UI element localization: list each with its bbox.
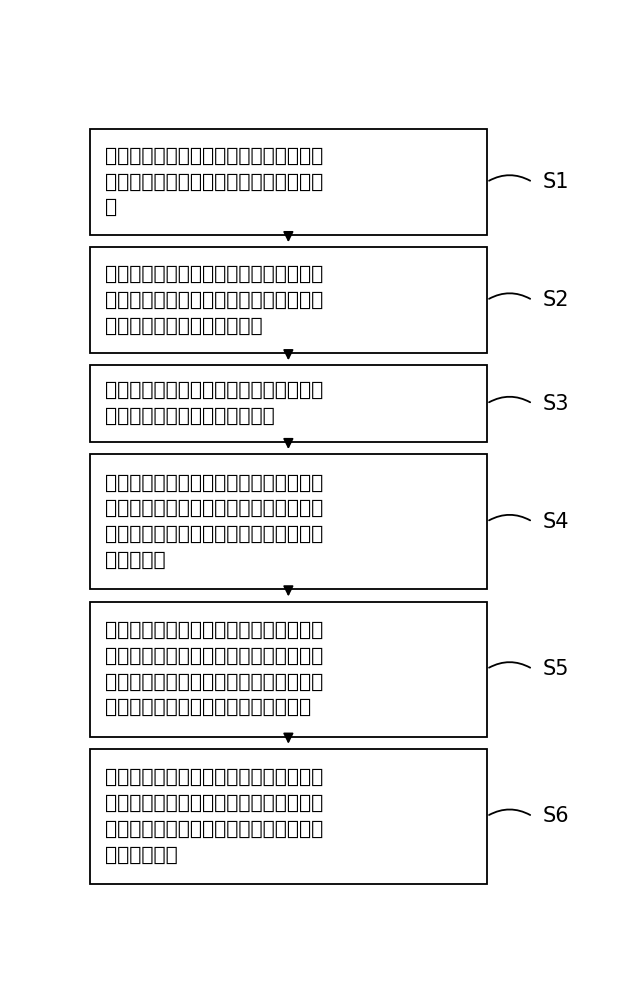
Text: 以第一轻掺杂多晶硅和第二重掺杂多晶硅
组成二极管，以第二轻掺杂多晶硅两端组
成电阻，所述二极管与所述电阻并联，并
串接于栅极上: 以第一轻掺杂多晶硅和第二重掺杂多晶硅 组成二极管，以第二轻掺杂多晶硅两端组 成电… xyxy=(105,768,323,864)
Bar xyxy=(90,247,487,353)
Text: 在衬底的表面生长外延层，并在所述外延
层中形成沟槽，并在沟槽表面形成栅氧化
层: 在衬底的表面生长外延层，并在所述外延 层中形成沟槽，并在沟槽表面形成栅氧化 层 xyxy=(105,147,323,217)
Text: S6: S6 xyxy=(542,806,569,826)
Bar xyxy=(90,454,487,589)
Bar xyxy=(90,602,487,737)
Text: 在隔离氧化层上成型轻掺杂多晶硅，并去
除沟槽区域的轻掺杂多晶硅，以在沟槽区
域外周侧获得第一轻掺杂多晶硅及第二轻
掺杂多晶硅: 在隔离氧化层上成型轻掺杂多晶硅，并去 除沟槽区域的轻掺杂多晶硅，以在沟槽区 域外… xyxy=(105,474,323,570)
Bar xyxy=(90,129,487,235)
Text: S4: S4 xyxy=(542,512,568,532)
Bar xyxy=(90,365,487,442)
Text: 在所述沟槽内成型第一重掺杂多晶硅，并
去除多余的重掺杂多晶硅，将第一重掺杂
多晶硅的高度低于沟槽的高度: 在所述沟槽内成型第一重掺杂多晶硅，并 去除多余的重掺杂多晶硅，将第一重掺杂 多晶… xyxy=(105,265,323,335)
Text: S3: S3 xyxy=(542,394,568,414)
Bar xyxy=(90,749,487,884)
Text: 在外延层形成体区，并生长隔离氧化层覆
盖第一重掺杂多晶硅及栅氧化层: 在外延层形成体区，并生长隔离氧化层覆 盖第一重掺杂多晶硅及栅氧化层 xyxy=(105,381,323,426)
Text: S2: S2 xyxy=(542,290,568,310)
Text: S1: S1 xyxy=(542,172,568,192)
Text: S5: S5 xyxy=(542,659,568,679)
Text: 在外延层成型源区，对第一轻掺杂多晶硅
的部分区域进行重掺杂，获得第二重掺杂
多晶硅，并向上成型介质层，第二重掺杂
多晶硅与第一轻掺杂多晶硅的类型相反: 在外延层成型源区，对第一轻掺杂多晶硅 的部分区域进行重掺杂，获得第二重掺杂 多晶… xyxy=(105,621,323,717)
